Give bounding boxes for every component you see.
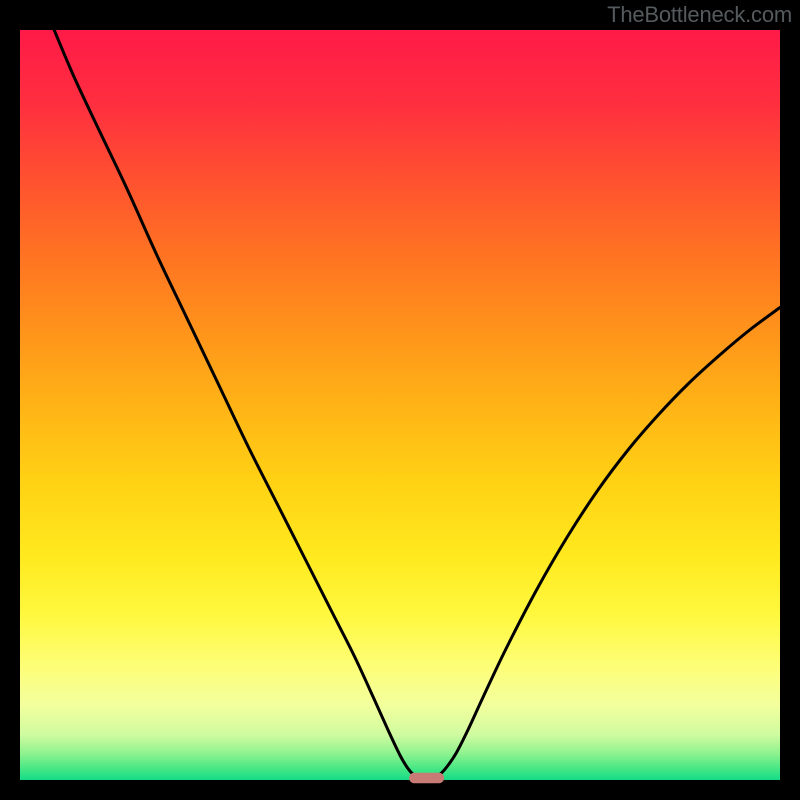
bottleneck-chart: TheBottleneck.com <box>0 0 800 800</box>
chart-svg <box>0 0 800 800</box>
optimal-marker <box>409 773 444 784</box>
